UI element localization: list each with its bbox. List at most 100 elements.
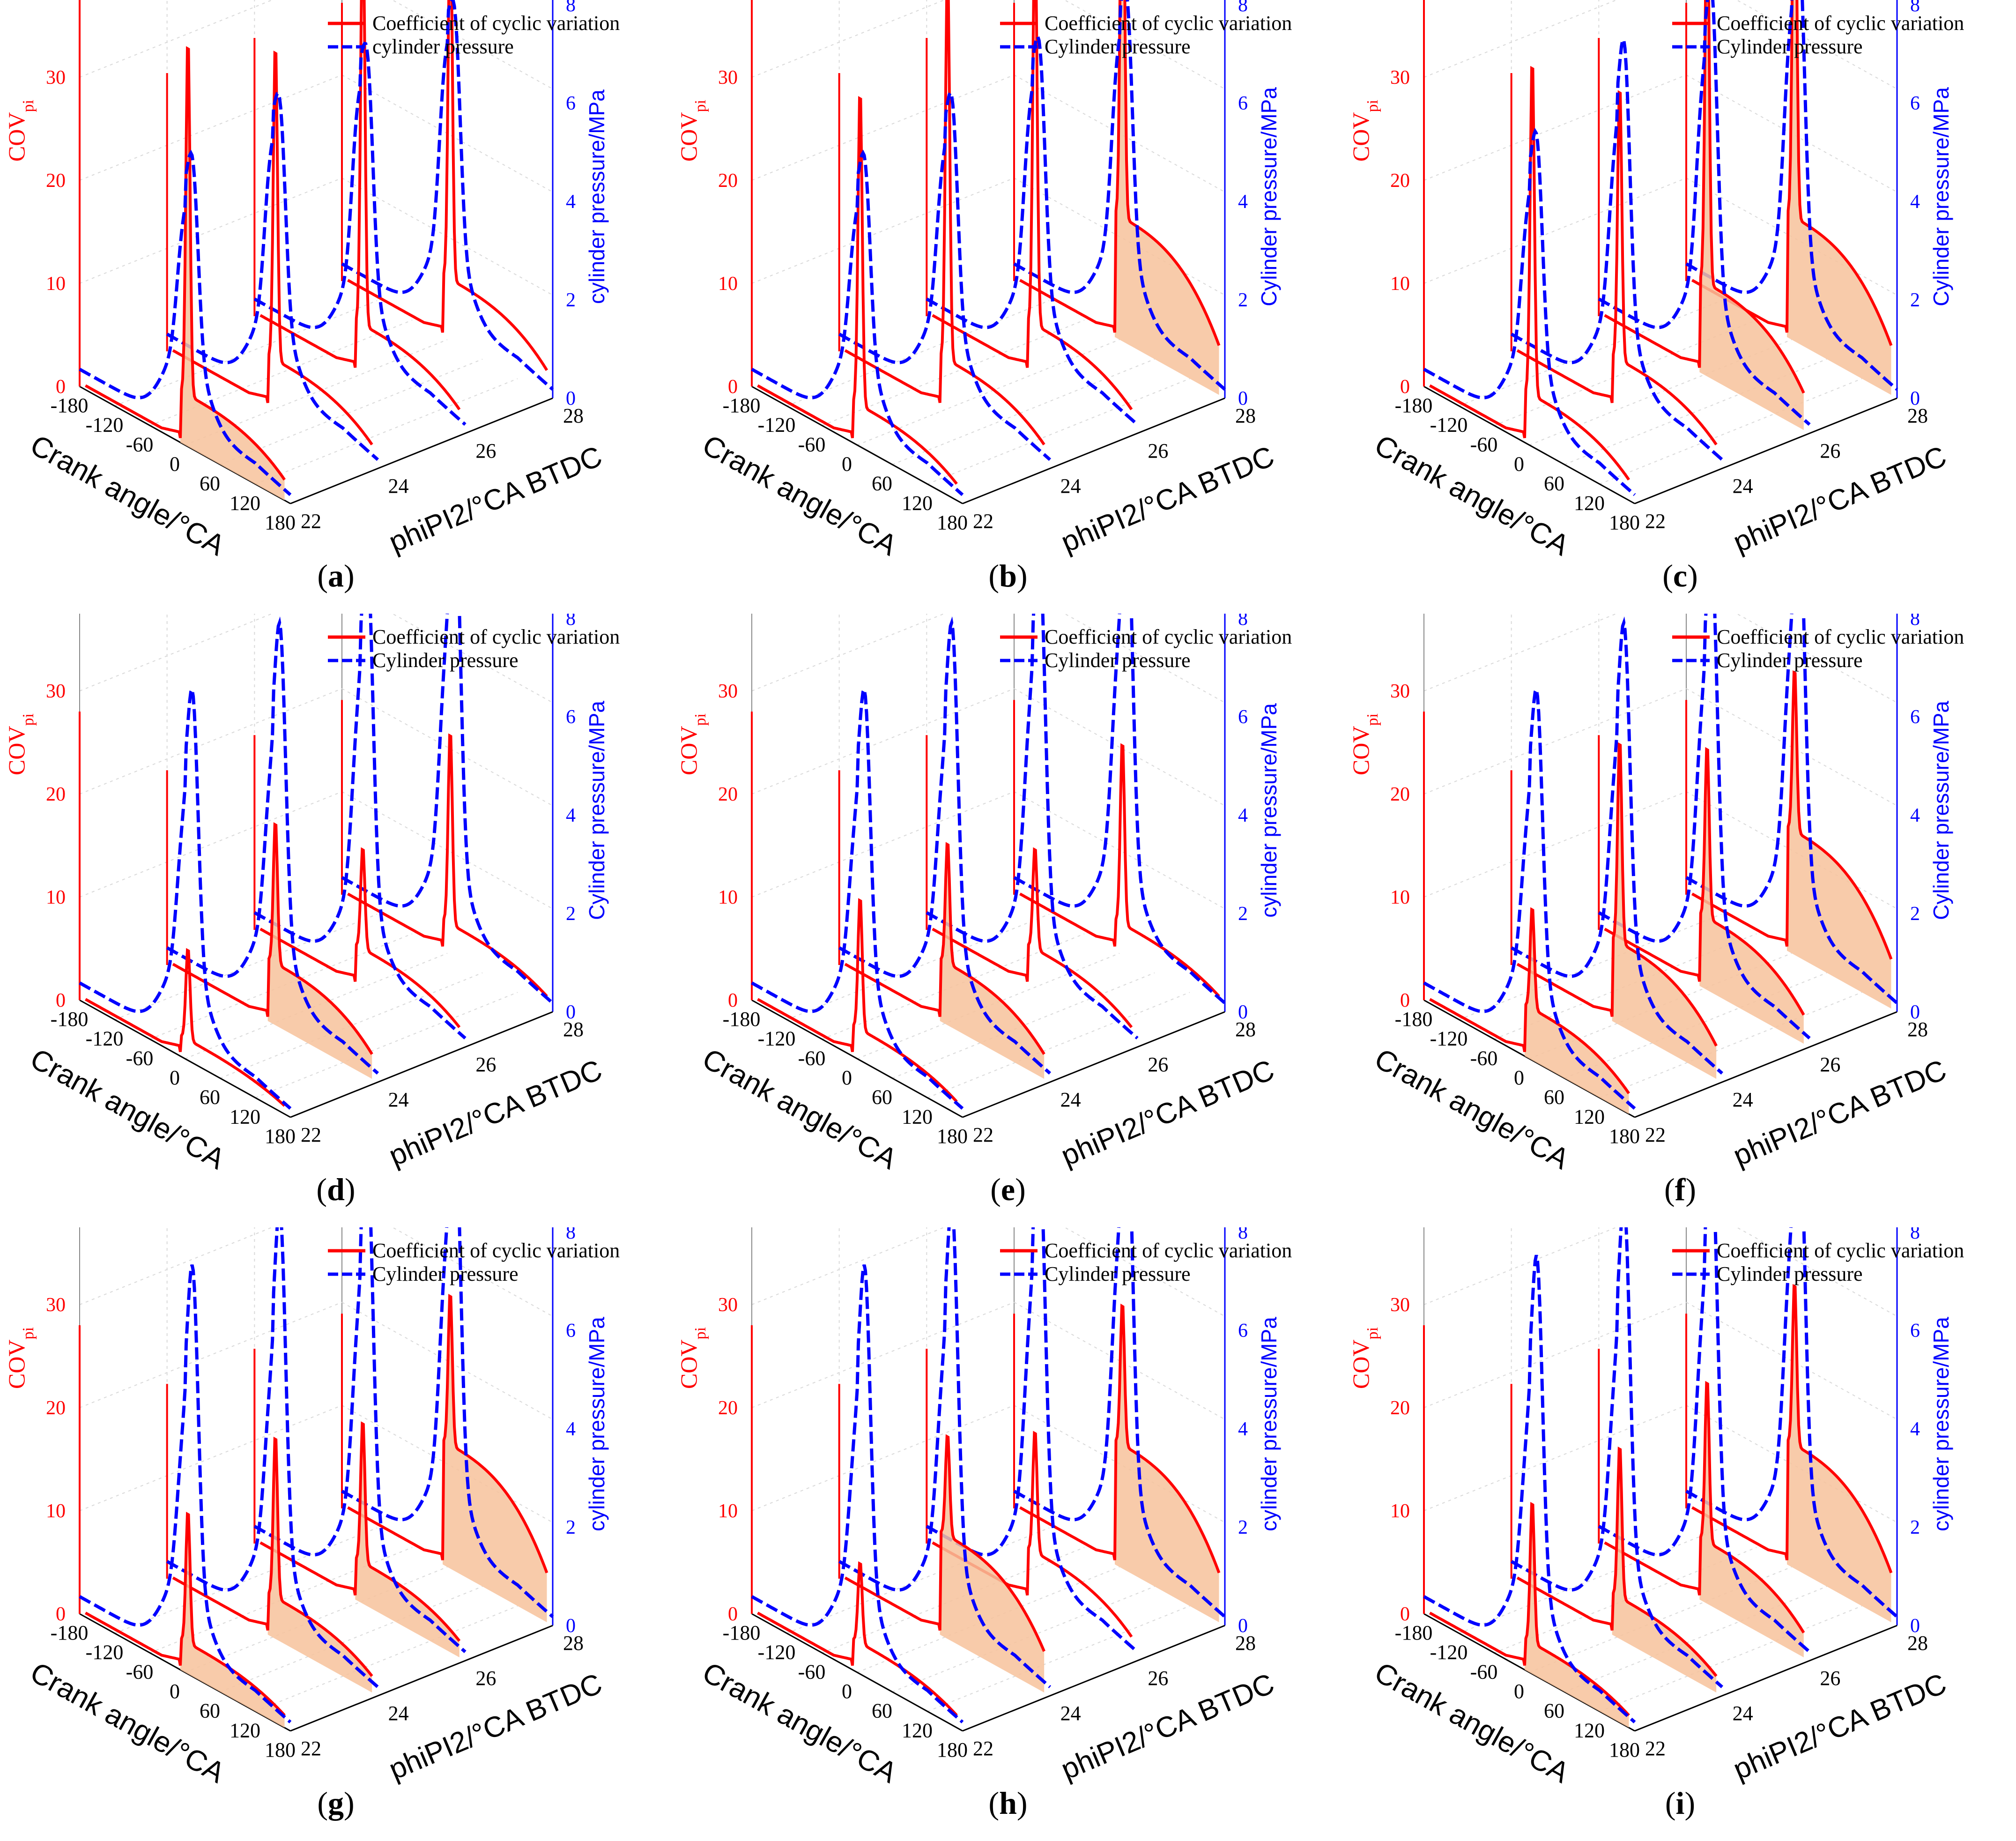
cov-fill-area	[1115, 0, 1219, 395]
grid-line	[220, 1586, 483, 1693]
pressure-axis-label: cylinder pressure/MPa	[1257, 703, 1281, 918]
crank-tick-label: -180	[51, 1621, 89, 1644]
grid-line	[1014, 688, 1225, 806]
pressure-line	[79, 1264, 292, 1723]
crank-tick-label: 60	[200, 1700, 220, 1722]
legend: Coefficient of cyclic variationCylinder …	[1000, 12, 1292, 58]
phi-tick-label: 28	[1235, 1632, 1256, 1655]
grid-line	[255, 378, 518, 485]
grid-line	[220, 358, 483, 465]
panel-label: (a)	[317, 558, 355, 594]
crank-tick-label: 180	[937, 511, 968, 534]
crank-tick-label: 0	[842, 1066, 852, 1089]
phi-axis	[962, 1011, 1225, 1118]
cov-line	[932, 847, 1133, 1028]
cov-fill-area	[1612, 744, 1717, 1079]
pressure-line	[1510, 1227, 1724, 1688]
crank-tick-label: 0	[842, 1680, 852, 1703]
series-slice	[79, 684, 292, 1110]
axes-box	[79, 0, 554, 505]
crank-tick-label: 0	[842, 453, 852, 475]
series-slice	[1423, 684, 1636, 1114]
chart-3d-waterfall: 010203040COVpi02468cylinder pressure/MPa…	[1348, 1227, 1964, 1789]
cov-line	[347, 1293, 548, 1574]
cov-line	[347, 0, 548, 371]
phi-tick-label: 24	[1060, 475, 1081, 497]
series-slice	[1013, 614, 1226, 1004]
pressure-line	[1685, 1227, 1898, 1618]
pressure-tick-label: 0	[1238, 1002, 1248, 1023]
cov-fill-area	[1525, 1504, 1629, 1728]
grid-line	[255, 1605, 518, 1712]
phi-tick-label: 22	[1645, 1123, 1666, 1146]
grid-line	[1063, 1227, 1225, 1317]
pressure-line	[79, 149, 292, 496]
phi-tick-label: 28	[1907, 1018, 1928, 1041]
pressure-tick-label: 8	[1910, 614, 1920, 630]
panel-label: (i)	[1665, 1785, 1696, 1821]
pressure-line	[1013, 614, 1226, 1004]
crank-tick-label: -120	[758, 1641, 796, 1664]
cov-tick-label: 0	[728, 990, 738, 1011]
grid-line	[786, 1527, 1050, 1634]
cov-fill-area	[1787, 1286, 1891, 1623]
cov-tick-label: 0	[1400, 376, 1410, 398]
pressure-tick-label: 4	[566, 805, 576, 826]
grid-line	[927, 992, 1190, 1099]
grid-line	[751, 614, 946, 691]
grid-line	[79, 1405, 342, 1511]
pressure-tick-label: 8	[1910, 0, 1920, 16]
cov-tick-label: 30	[718, 1294, 738, 1316]
pressure-line	[1685, 614, 1898, 1004]
grid-line	[751, 74, 1015, 181]
cov-tick-label: 20	[46, 170, 66, 192]
cov-tick-label: 0	[728, 1603, 738, 1625]
cov-tick-label: 20	[718, 1397, 738, 1419]
cov-fill-area	[267, 824, 372, 1079]
crank-tick-label: -180	[723, 1008, 761, 1031]
cov-fill-area	[1699, 1383, 1804, 1658]
legend: Coefficient of cyclic variationCylinder …	[328, 625, 620, 672]
cov-axis-label-sub: pi	[20, 1327, 37, 1339]
cov-axis-label: COVpi	[3, 713, 37, 775]
grid-line	[751, 791, 1015, 898]
cov-axis-label: COVpi	[1348, 100, 1381, 162]
crank-tick-label: 120	[902, 1105, 933, 1128]
grid-line	[114, 300, 378, 407]
pressure-tick-label: 6	[1910, 706, 1920, 728]
crank-tick-label: -180	[51, 394, 89, 417]
cov-line	[757, 96, 958, 485]
pressure-line	[79, 684, 292, 1110]
phi-tick-label: 24	[388, 475, 409, 497]
cov-line	[1429, 1502, 1630, 1716]
phi-tick-label: 26	[1148, 439, 1168, 462]
cov-line	[85, 1512, 286, 1716]
cov-tick-label: 10	[1390, 273, 1410, 295]
panel-label: (c)	[1662, 558, 1698, 594]
phi-tick-label: 28	[563, 1632, 584, 1655]
grid-line	[341, 178, 553, 296]
cov-tick-label: 0	[56, 990, 66, 1011]
legend: Coefficient of cyclic variationCylinder …	[1672, 12, 1964, 58]
cov-axis-label-sub: pi	[692, 713, 709, 726]
crank-tick-label: 180	[265, 1738, 296, 1761]
series-slice	[79, 0, 292, 501]
phi-tick-label: 22	[973, 1123, 993, 1146]
grid-line	[185, 1566, 448, 1673]
pressure-tick-label: 4	[1238, 191, 1248, 213]
grid-line	[79, 791, 342, 898]
cov-tick-label: 10	[718, 887, 738, 908]
cov-fill-area	[355, 1424, 460, 1658]
pressure-tick-label: 8	[566, 614, 576, 630]
series-slice	[926, 614, 1139, 1039]
pressure-line	[838, 1227, 1052, 1688]
pressure-line	[1510, 616, 1724, 1075]
cov-line	[1429, 66, 1630, 481]
panel-label: (g)	[317, 1785, 355, 1821]
phi-axis	[1634, 1625, 1897, 1732]
grid-line	[1599, 378, 1862, 485]
pressure-tick-label: 2	[566, 903, 576, 925]
chart-3d-waterfall: 010203040COVpi02468cylinder pressure/MPa…	[675, 1227, 1292, 1789]
legend-cov-label: Coefficient of cyclic variation	[1045, 1239, 1292, 1262]
pressure-axis-label: Cylinder pressure/MPa	[585, 701, 609, 920]
